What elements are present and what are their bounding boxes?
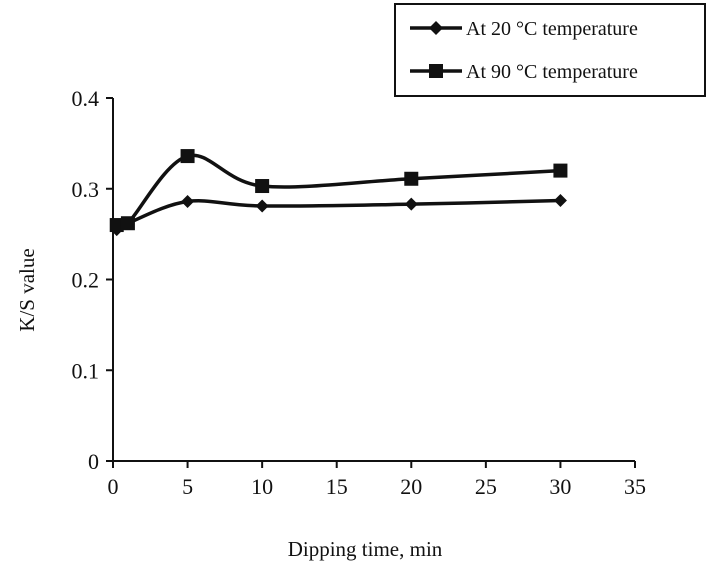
data-point-square bbox=[120, 216, 135, 231]
y-tick-label: 0.4 bbox=[72, 86, 100, 111]
x-tick-label: 30 bbox=[549, 474, 571, 499]
legend-marker-square bbox=[429, 64, 443, 78]
x-tick-label: 5 bbox=[182, 474, 193, 499]
data-point-diamond bbox=[255, 199, 269, 213]
x-tick-label: 15 bbox=[326, 474, 348, 499]
y-axis-label: K/S value bbox=[15, 248, 39, 331]
data-point-square bbox=[255, 179, 270, 194]
data-point-square bbox=[404, 171, 419, 186]
y-ticks: 0 0.1 0.2 0.3 0.4 bbox=[72, 86, 113, 474]
legend-marker-diamond bbox=[429, 21, 443, 35]
x-tick-label: 0 bbox=[108, 474, 119, 499]
data-point-square bbox=[553, 163, 568, 178]
legend-label-series-1: At 20 °C temperature bbox=[466, 18, 638, 40]
x-tick-label: 20 bbox=[400, 474, 422, 499]
plot-area bbox=[109, 149, 568, 237]
series-1-line bbox=[115, 198, 561, 232]
y-tick-label: 0.1 bbox=[72, 358, 100, 383]
data-point-diamond bbox=[181, 194, 195, 208]
series-1 bbox=[110, 194, 567, 237]
x-axis-label: Dipping time, min bbox=[288, 537, 443, 561]
data-point-diamond bbox=[404, 197, 418, 211]
x-ticks: 0 5 10 15 20 25 30 35 bbox=[108, 461, 646, 499]
legend: At 20 °C temperature At 90 °C temperatur… bbox=[394, 3, 706, 97]
series-2 bbox=[109, 149, 568, 233]
data-point-diamond bbox=[553, 194, 567, 208]
data-point-square bbox=[180, 149, 195, 164]
y-tick-label: 0.3 bbox=[72, 177, 100, 202]
legend-box bbox=[394, 3, 706, 97]
x-tick-label: 25 bbox=[475, 474, 497, 499]
x-tick-label: 35 bbox=[624, 474, 646, 499]
legend-label-series-2: At 90 °C temperature bbox=[466, 61, 638, 83]
series-2-line bbox=[114, 153, 561, 231]
y-tick-label: 0 bbox=[88, 449, 99, 474]
x-tick-label: 10 bbox=[251, 474, 273, 499]
y-tick-label: 0.2 bbox=[72, 268, 100, 293]
axes: 0 5 10 15 20 25 30 35 0 0.1 0.2 0.3 0.4 bbox=[72, 86, 647, 499]
data-point-square bbox=[109, 218, 124, 233]
